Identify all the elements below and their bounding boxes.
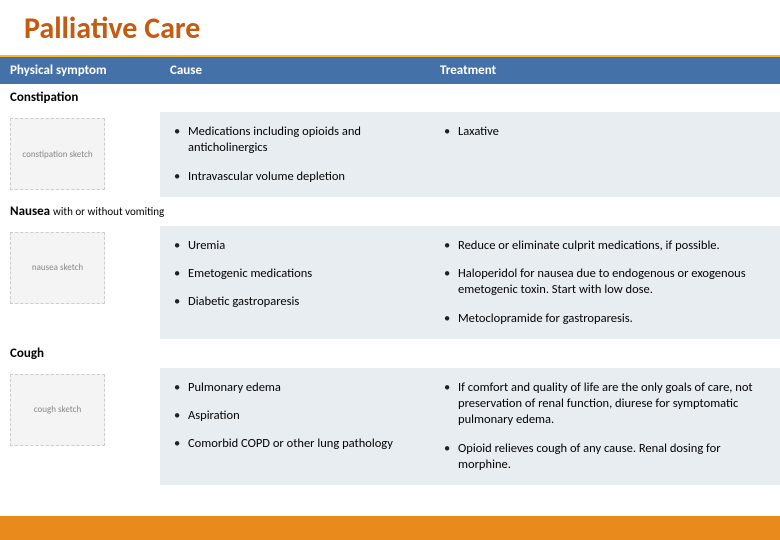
treatment-cell: If comfort and quality of life are the o… xyxy=(430,367,780,485)
cause-item: Emetogenic medications xyxy=(170,260,420,288)
treatment-item: Haloperidol for nausea due to endogenous… xyxy=(440,260,770,305)
treatment-item: Opioid relieves cough of any cause. Rena… xyxy=(440,435,770,480)
footer-bar xyxy=(0,516,780,540)
illustration-placeholder: nausea sketch xyxy=(10,232,105,304)
treatment-cell: Laxative xyxy=(430,112,780,198)
cause-item: Medications including opioids and antich… xyxy=(170,118,420,163)
cause-item: Diabetic gastroparesis xyxy=(170,288,420,316)
treatment-item: Laxative xyxy=(440,118,770,146)
cause-cell: Pulmonary edemaAspirationComorbid COPD o… xyxy=(160,367,430,485)
illustration-placeholder: constipation sketch xyxy=(10,118,105,190)
symptom-table: Physical symptom Cause Treatment Constip… xyxy=(0,57,780,486)
treatment-cell: Reduce or eliminate culprit medications,… xyxy=(430,225,780,339)
cause-cell: UremiaEmetogenic medicationsDiabetic gas… xyxy=(160,225,430,339)
col-header-cause: Cause xyxy=(160,57,430,84)
page-title: Palliative Care xyxy=(0,0,780,57)
cause-cell: Medications including opioids and antich… xyxy=(160,112,430,198)
cause-item: Comorbid COPD or other lung pathology xyxy=(170,430,420,458)
symptom-label: Cough xyxy=(0,339,780,367)
col-header-symptom: Physical symptom xyxy=(0,57,160,84)
treatment-item: If comfort and quality of life are the o… xyxy=(440,374,770,435)
cause-item: Uremia xyxy=(170,232,420,260)
symptom-label: Constipation xyxy=(0,84,780,112)
symptom-image-cell: constipation sketch xyxy=(0,112,160,198)
cause-item: Aspiration xyxy=(170,402,420,430)
cause-item: Pulmonary edema xyxy=(170,374,420,402)
treatment-item: Reduce or eliminate culprit medications,… xyxy=(440,232,770,260)
col-header-treatment: Treatment xyxy=(430,57,780,84)
symptom-image-cell: cough sketch xyxy=(0,367,160,485)
cause-item: Intravascular volume depletion xyxy=(170,163,420,191)
symptom-image-cell: nausea sketch xyxy=(0,225,160,339)
symptom-label: Nausea with or without vomiting xyxy=(0,197,780,225)
treatment-item: Metoclopramide for gastroparesis. xyxy=(440,305,770,333)
illustration-placeholder: cough sketch xyxy=(10,374,105,446)
